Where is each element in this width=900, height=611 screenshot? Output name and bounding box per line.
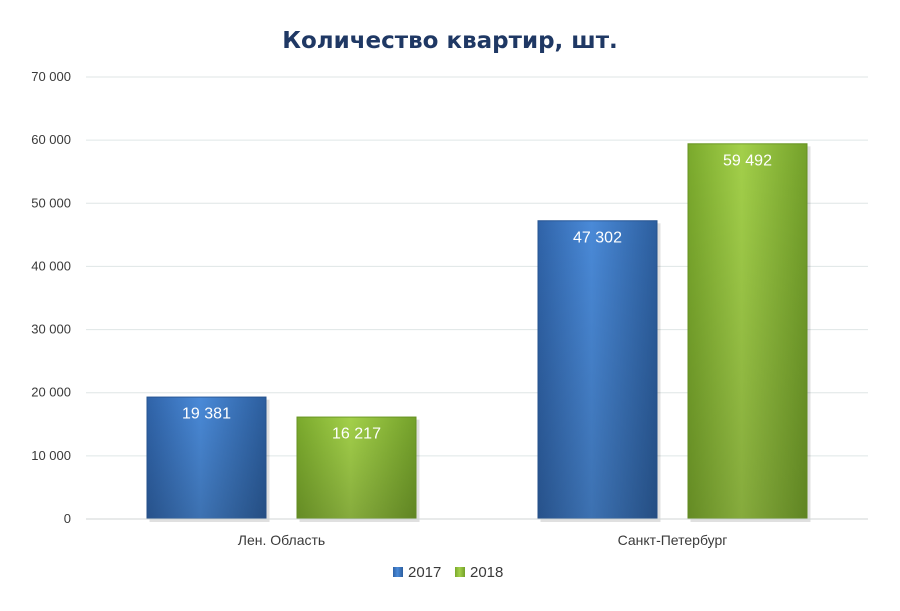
y-tick-label: 20 000 xyxy=(31,385,71,400)
x-category-label: Санкт-Петербург xyxy=(618,532,728,548)
bar-shading xyxy=(537,220,658,519)
bar-shading xyxy=(687,143,808,519)
data-label: 47 302 xyxy=(573,229,622,246)
y-tick-label: 30 000 xyxy=(31,322,71,337)
legend-swatch xyxy=(455,567,465,577)
bar-shading xyxy=(146,396,267,519)
legend-label: 2017 xyxy=(408,564,441,581)
chart-title: Количество квартир, шт. xyxy=(282,28,618,54)
y-tick-label: 60 000 xyxy=(31,132,71,147)
y-tick-label: 50 000 xyxy=(31,195,71,210)
y-tick-label: 10 000 xyxy=(31,448,71,463)
y-tick-label: 0 xyxy=(64,511,71,526)
data-label: 16 217 xyxy=(332,426,381,443)
data-label: 19 381 xyxy=(182,406,231,423)
x-category-label: Лен. Область xyxy=(238,532,325,548)
legend-swatch xyxy=(393,567,403,577)
legend-label: 2018 xyxy=(470,564,503,581)
y-tick-label: 40 000 xyxy=(31,258,71,273)
data-label: 59 492 xyxy=(723,152,772,169)
bar-shading xyxy=(296,416,417,519)
y-tick-label: 70 000 xyxy=(31,69,71,84)
